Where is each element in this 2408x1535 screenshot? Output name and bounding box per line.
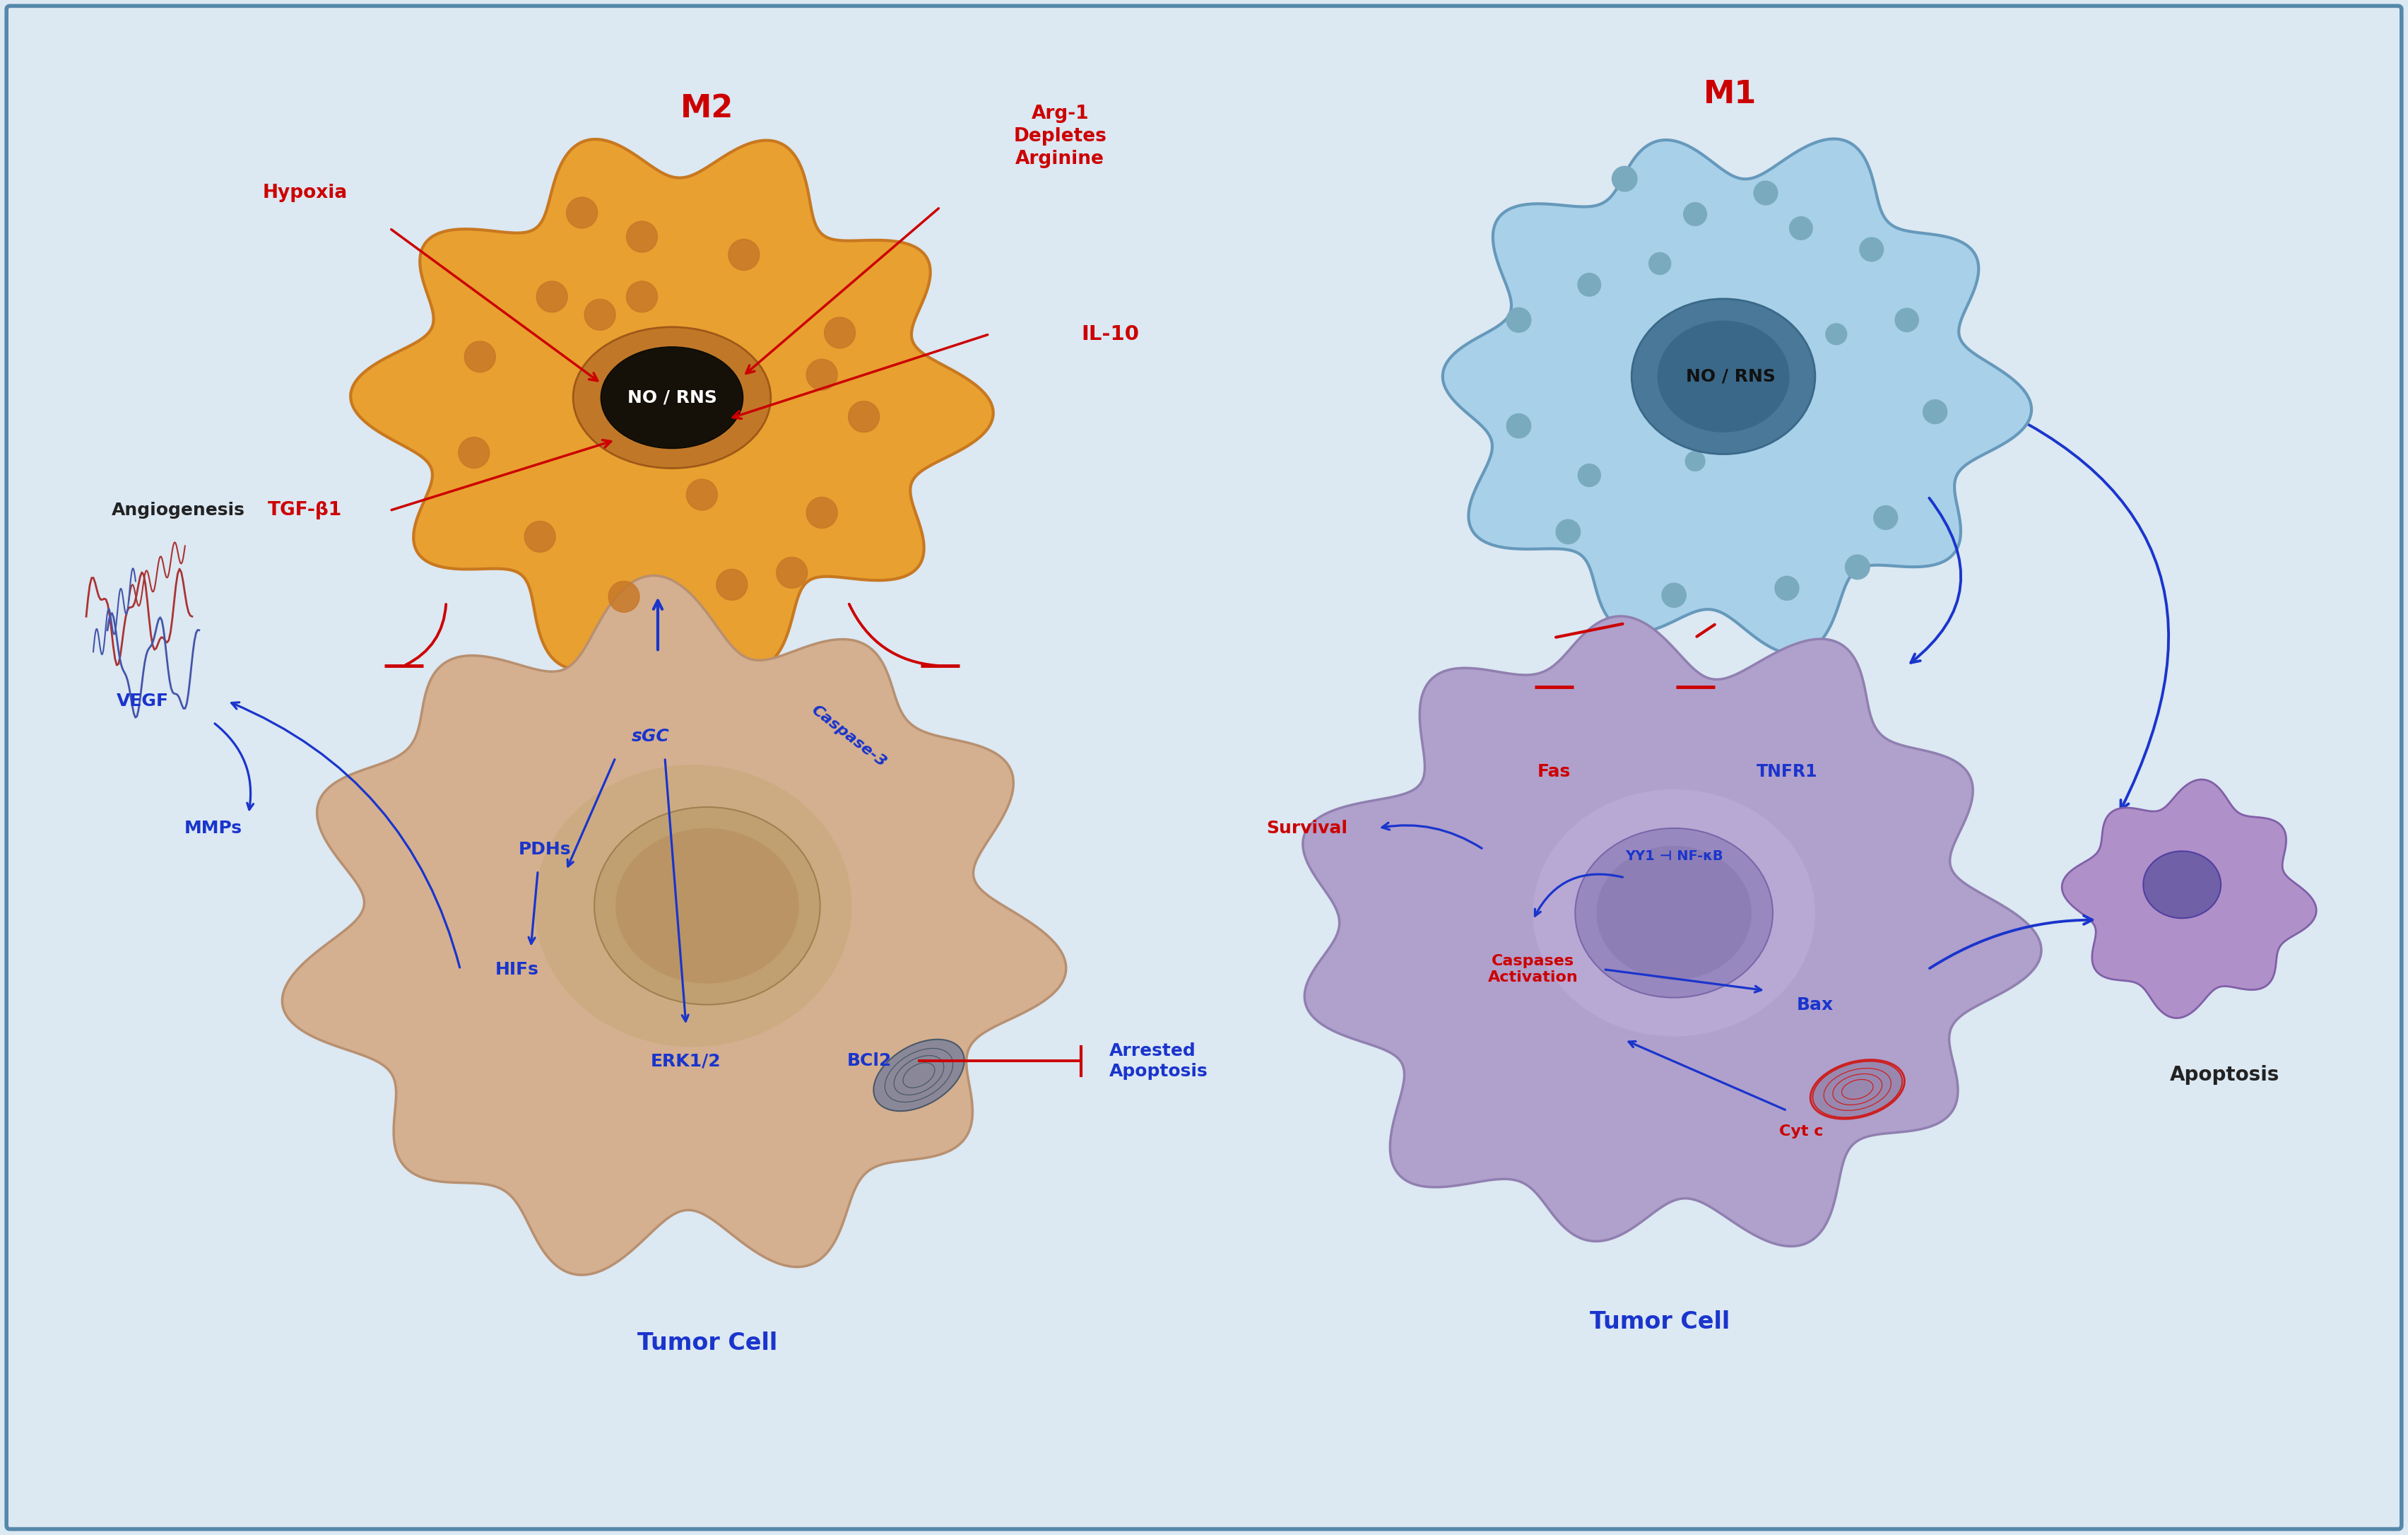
Circle shape — [807, 497, 838, 528]
Circle shape — [1662, 583, 1686, 608]
Text: Caspases
Activation: Caspases Activation — [1488, 955, 1577, 984]
Ellipse shape — [1657, 321, 1789, 433]
Polygon shape — [1442, 138, 2032, 654]
Circle shape — [775, 557, 807, 588]
Text: Arrested
Apoptosis: Arrested Apoptosis — [1110, 1042, 1209, 1081]
Circle shape — [566, 196, 597, 229]
Circle shape — [1873, 505, 1898, 530]
FancyArrowPatch shape — [1912, 497, 1960, 663]
FancyArrowPatch shape — [1958, 391, 2170, 809]
Circle shape — [537, 281, 568, 312]
FancyArrowPatch shape — [1382, 823, 1481, 849]
Circle shape — [1789, 216, 1813, 239]
Ellipse shape — [1813, 1061, 1902, 1117]
Text: Caspase-3: Caspase-3 — [809, 703, 889, 771]
Text: YY1 ⊣ NF-κB: YY1 ⊣ NF-κB — [1625, 850, 1724, 863]
Circle shape — [458, 437, 489, 468]
Text: Tumor Cell: Tumor Cell — [638, 1332, 778, 1355]
Text: ERK1/2: ERK1/2 — [650, 1053, 722, 1070]
Text: NO / RNS: NO / RNS — [626, 390, 718, 407]
Ellipse shape — [1534, 789, 1816, 1036]
Circle shape — [1577, 273, 1601, 296]
FancyArrowPatch shape — [405, 605, 445, 665]
Text: Apoptosis: Apoptosis — [2170, 1065, 2280, 1085]
Ellipse shape — [874, 1039, 963, 1111]
Ellipse shape — [616, 829, 799, 984]
Circle shape — [1686, 451, 1705, 471]
Text: TNFR1: TNFR1 — [1755, 763, 1818, 780]
Text: Angiogenesis: Angiogenesis — [111, 502, 246, 519]
FancyArrowPatch shape — [231, 703, 460, 967]
Ellipse shape — [2143, 850, 2220, 918]
Circle shape — [1507, 414, 1531, 437]
Ellipse shape — [1633, 299, 1816, 454]
Text: TGF-β1: TGF-β1 — [267, 502, 342, 520]
Circle shape — [1556, 520, 1580, 543]
Circle shape — [465, 341, 496, 373]
Circle shape — [525, 522, 556, 553]
Polygon shape — [2061, 780, 2316, 1018]
Text: Hypoxia: Hypoxia — [262, 184, 347, 203]
FancyBboxPatch shape — [7, 6, 2401, 1529]
Circle shape — [1611, 166, 1637, 192]
Polygon shape — [352, 140, 992, 671]
Text: Arg-1
Depletes
Arginine: Arg-1 Depletes Arginine — [1014, 104, 1108, 169]
Circle shape — [727, 239, 759, 270]
Circle shape — [1924, 399, 1948, 424]
Text: Tumor Cell: Tumor Cell — [1589, 1311, 1729, 1334]
Circle shape — [1649, 253, 1671, 275]
Circle shape — [1845, 554, 1869, 579]
Ellipse shape — [595, 807, 821, 1004]
Text: MMPs: MMPs — [185, 820, 243, 837]
Text: Survival: Survival — [1267, 820, 1348, 837]
Text: sGC: sGC — [631, 728, 669, 744]
Polygon shape — [1303, 616, 2042, 1246]
FancyArrowPatch shape — [1929, 915, 2093, 969]
Circle shape — [807, 359, 838, 390]
Ellipse shape — [1575, 829, 1772, 998]
Circle shape — [1577, 464, 1601, 487]
Circle shape — [824, 318, 855, 348]
Circle shape — [848, 401, 879, 433]
Circle shape — [718, 569, 746, 600]
FancyArrowPatch shape — [850, 605, 939, 666]
Text: VEGF: VEGF — [116, 692, 169, 709]
Text: Cyt c: Cyt c — [1780, 1125, 1823, 1139]
Text: Bax: Bax — [1796, 996, 1832, 1013]
Text: NO / RNS: NO / RNS — [1686, 368, 1775, 385]
Ellipse shape — [1597, 846, 1751, 979]
Circle shape — [585, 299, 616, 330]
Ellipse shape — [573, 327, 771, 468]
Circle shape — [609, 582, 641, 612]
Ellipse shape — [535, 764, 852, 1047]
Circle shape — [1825, 324, 1847, 345]
Polygon shape — [282, 576, 1067, 1276]
Circle shape — [1859, 238, 1883, 261]
FancyArrowPatch shape — [1534, 875, 1623, 916]
Text: BCl2: BCl2 — [848, 1053, 891, 1070]
Text: M2: M2 — [681, 94, 734, 123]
Text: PDHs: PDHs — [518, 841, 571, 858]
Circle shape — [1753, 181, 1777, 204]
Circle shape — [626, 221, 657, 252]
Circle shape — [686, 479, 718, 510]
Text: M1: M1 — [1705, 78, 1758, 109]
Circle shape — [1507, 307, 1531, 332]
Ellipse shape — [600, 347, 744, 448]
Circle shape — [1775, 576, 1799, 600]
Text: IL-10: IL-10 — [1081, 324, 1139, 344]
Circle shape — [1895, 309, 1919, 332]
Circle shape — [1683, 203, 1707, 226]
Text: Fas: Fas — [1536, 763, 1570, 780]
Circle shape — [626, 281, 657, 312]
Text: HIFs: HIFs — [494, 961, 539, 978]
